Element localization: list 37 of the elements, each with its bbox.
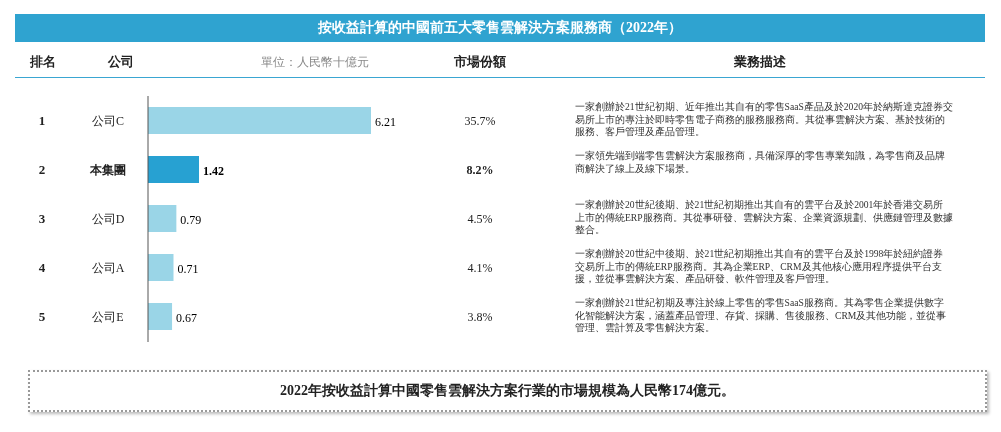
text: 排名: [30, 53, 56, 71]
text: 一家創辦於20世紀中後期、於21世紀初期推出其自有的雲平台及於1998年於紐約證券交易所上市的傳統ERP服務商。其為企業ERP、CRM及其他核心應用程序提供平台支援，並從事雲解決方案、產品研發、軟件管理及客戶管理。: [575, 248, 945, 286]
text: 4.5%: [467, 211, 493, 227]
x-axis-title: 單位：人民幣十億元: [261, 53, 369, 71]
text: 2: [38, 162, 46, 178]
y-tick-label: 公司E: [92, 308, 124, 326]
data-label: 0.71: [177, 262, 199, 276]
text: 一家創辦於20世紀後期、於21世紀初期推出其自有的雲平台及於2001年於香港交易所上市的傳統ERP服務商。其從事研發、雲解決方案、企業資源規劃、供應鏈管理及數據整合。: [575, 199, 953, 237]
bar: [148, 107, 371, 134]
y-tick-label: 公司D: [91, 210, 125, 228]
text: 8.2%: [466, 162, 494, 178]
text: 1: [38, 113, 46, 129]
y-tick-label: 本集團: [90, 161, 126, 179]
text: 市場份額: [454, 53, 506, 71]
data-label: 0.67: [176, 311, 198, 325]
text: 一家創辦於21世紀初期及專注於線上零售的零售SaaS服務商。其為零售企業提供數字化智能解決方案，涵蓋產品管理、存貨、採購、售後服務、CRM及其他功能，並從事管理、雲計算及零售解決方案。: [575, 297, 948, 335]
text: 業務描述: [734, 53, 786, 71]
text: 35.7%: [464, 113, 496, 129]
bar: [148, 254, 174, 281]
bar: [148, 205, 177, 232]
text: 一家領先端到端零售雲解決方案服務商，具備深厚的零售專業知識，為零售商及品牌商解決了線上及線下場景。: [575, 150, 946, 175]
bar: [148, 156, 199, 183]
text: 5: [38, 309, 46, 325]
text: 3: [38, 211, 46, 227]
y-tick-label: 公司A: [91, 259, 125, 277]
y-tick-label: 公司C: [91, 112, 125, 130]
text: 按收益計算的中國前五大零售雲解決方案服務商（2022年）: [15, 14, 985, 42]
text: 一家創辦於21世紀初期、近年推出其自有的零售SaaS產品及於2020年於納斯達克證券交易所上市的專注於即時零售電子商務的服務服務商。其從事雲解決方案、基於技術的服務、客戶管理及產品管理。: [575, 101, 953, 139]
text: 3.8%: [467, 309, 493, 325]
text: 公司: [108, 53, 134, 71]
data-label: 0.79: [180, 213, 202, 227]
bar: [148, 303, 173, 330]
data-label: 6.21: [375, 115, 396, 129]
data-label: 1.42: [202, 164, 224, 178]
text: 2022年按收益計算中國零售雲解決方案行業的市場規模為人民幣174億元。: [28, 370, 987, 412]
text: 4.1%: [467, 260, 493, 276]
text: 4: [38, 260, 46, 276]
